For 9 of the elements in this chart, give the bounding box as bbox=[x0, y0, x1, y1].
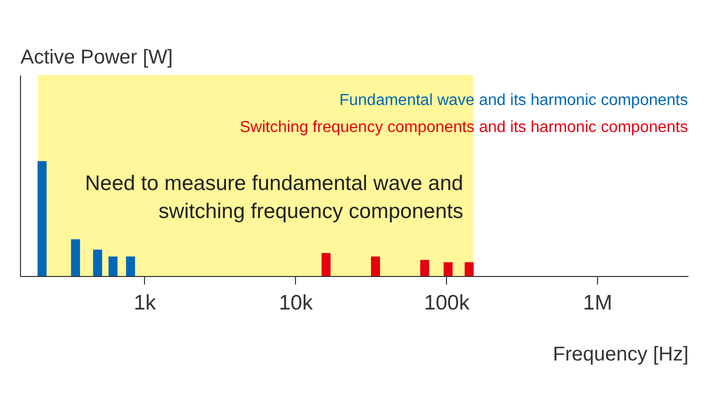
x-axis-title: Frequency [Hz] bbox=[552, 344, 688, 366]
x-tick-label: 10k bbox=[278, 292, 314, 314]
text: Fundamental wave and its harmonic components bbox=[339, 92, 688, 109]
x-tick-label: 1k bbox=[134, 292, 156, 314]
band-label: Need to measure fundamental wave and switching frequency components bbox=[84, 172, 464, 224]
x-tick-label: 1M bbox=[583, 292, 612, 314]
x-tick-label: 100k bbox=[424, 292, 470, 314]
text: Switching frequency components and its harmonic components bbox=[240, 119, 688, 136]
y-axis-title: Active Power [W] bbox=[20, 46, 173, 68]
